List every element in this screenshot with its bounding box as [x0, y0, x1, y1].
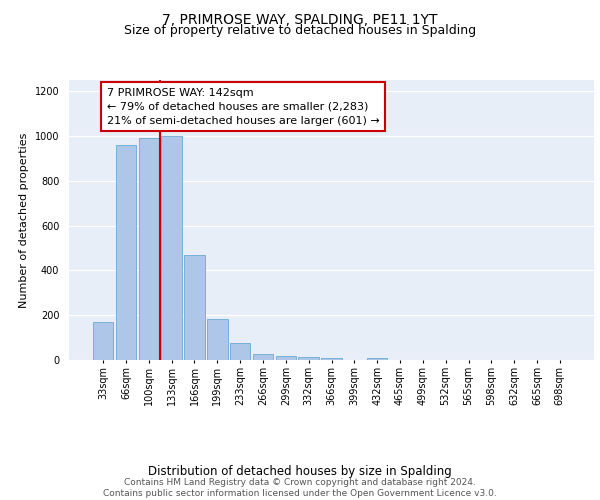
Bar [116, 145, 136, 360]
Bar [230, 343, 250, 360]
Bar [253, 354, 273, 360]
Bar [275, 356, 296, 360]
Bar [139, 138, 159, 360]
Text: Size of property relative to detached houses in Spalding: Size of property relative to detached ho… [124, 24, 476, 37]
Text: Contains HM Land Registry data © Crown copyright and database right 2024.
Contai: Contains HM Land Registry data © Crown c… [103, 478, 497, 498]
Bar [321, 358, 342, 360]
Bar [207, 318, 227, 360]
Text: 7, PRIMROSE WAY, SPALDING, PE11 1YT: 7, PRIMROSE WAY, SPALDING, PE11 1YT [162, 12, 438, 26]
Bar [367, 358, 388, 360]
Y-axis label: Number of detached properties: Number of detached properties [19, 132, 29, 308]
Bar [184, 254, 205, 360]
Bar [161, 136, 182, 360]
Text: Distribution of detached houses by size in Spalding: Distribution of detached houses by size … [148, 464, 452, 477]
Text: 7 PRIMROSE WAY: 142sqm
← 79% of detached houses are smaller (2,283)
21% of semi-: 7 PRIMROSE WAY: 142sqm ← 79% of detached… [107, 88, 379, 126]
Bar [93, 322, 113, 360]
Bar [298, 356, 319, 360]
